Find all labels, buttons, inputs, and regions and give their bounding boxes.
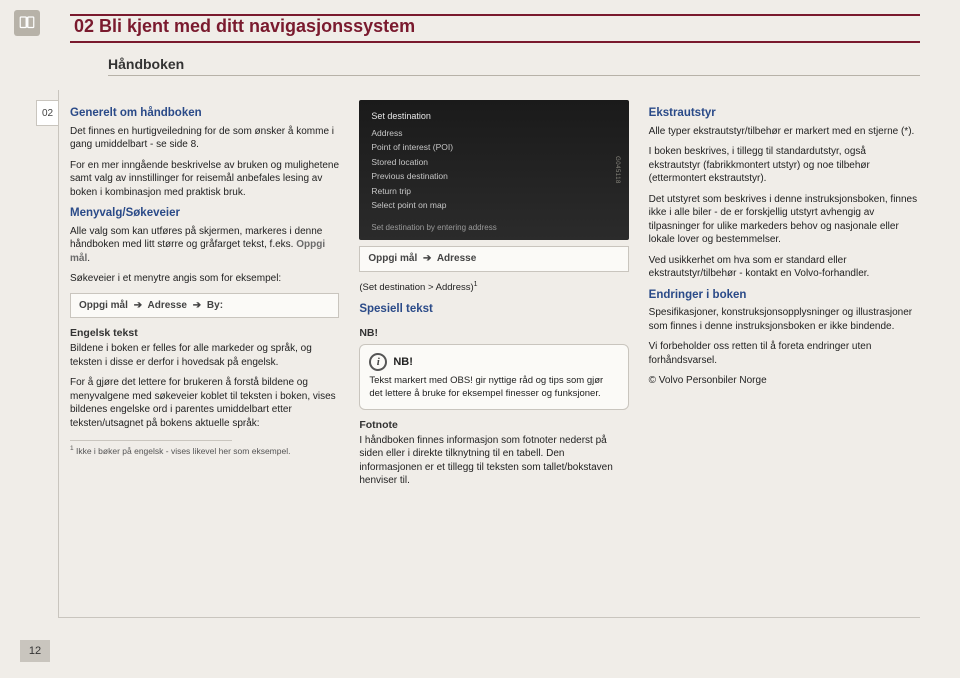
screenshot-row: Return trip: [371, 184, 616, 198]
menu-path-box: Oppgi mål ➔ Adresse: [359, 246, 628, 272]
screenshot-row: Stored location: [371, 155, 616, 169]
heading-generelt: Generelt om håndboken: [70, 106, 339, 122]
section-rule: [108, 75, 920, 76]
screenshot-row: Previous destination: [371, 170, 616, 184]
caption-text: (Set destination > Address): [359, 282, 473, 293]
column-1: Generelt om håndboken Det finnes en hurt…: [70, 100, 339, 600]
arrow-icon: ➔: [423, 253, 431, 264]
arrow-icon: ➔: [193, 300, 201, 311]
column-3: Ekstrautstyr Alle typer ekstrautstyr/til…: [649, 100, 918, 600]
paragraph: For å gjøre det lettere for brukeren å f…: [70, 376, 339, 430]
chapter-tab: 02: [36, 100, 58, 126]
path-seg: Adresse: [437, 253, 476, 264]
device-screenshot: Set destination Address Point of interes…: [359, 100, 628, 240]
note-text: Tekst markert med OBS! gir nyttige råd o…: [369, 375, 618, 401]
screenshot-row: Point of interest (POI): [371, 141, 616, 155]
paragraph: Vi forbeholder oss retten til å foreta e…: [649, 340, 918, 367]
path-seg: Oppgi mål: [368, 253, 417, 264]
footnote-text: Ikke i bøker på engelsk - vises likevel …: [74, 446, 291, 456]
caption-sup: 1: [474, 281, 478, 288]
screenshot-row: Address: [371, 126, 616, 140]
paragraph: Alle valg som kan utføres på skjermen, m…: [70, 225, 339, 266]
chapter-title: 02 Bli kjent med ditt navigasjonssystem: [74, 16, 415, 37]
paragraph: For en mer inngående beskrivelse av bruk…: [70, 159, 339, 200]
heading-endringer: Endringer i boken: [649, 288, 918, 304]
paragraph: I boken beskrives, i tillegg til standar…: [649, 145, 918, 186]
note-box: i NB! Tekst markert med OBS! gir nyttige…: [359, 344, 628, 410]
heading-spesiell: Spesiell tekst: [359, 302, 628, 318]
footnote-rule: [70, 440, 232, 441]
screenshot-row: Select point on map: [371, 198, 616, 212]
screenshot-footer: Set destination by entering address: [371, 223, 496, 234]
caption: (Set destination > Address)1: [359, 280, 628, 295]
text: .: [87, 253, 90, 264]
paragraph: Alle typer ekstrautstyr/tilbehør er mark…: [649, 125, 918, 139]
content-columns: Generelt om håndboken Det finnes en hurt…: [70, 100, 918, 600]
screenshot-id: G045118: [613, 156, 621, 184]
paragraph: Søkeveier i et menytre angis som for eks…: [70, 272, 339, 286]
section-title: Håndboken: [108, 56, 184, 72]
note-label: NB!: [393, 355, 413, 370]
path-seg: Oppgi mål: [79, 300, 128, 311]
paragraph: I håndboken finnes informasjon som fotno…: [359, 434, 628, 488]
note-header: i NB!: [369, 353, 618, 371]
heading-menyvalg: Menyvalg/Søkeveier: [70, 206, 339, 222]
header-rule-bottom: [70, 41, 920, 43]
manual-page: 02 Bli kjent med ditt navigasjonssystem …: [0, 0, 960, 678]
paragraph: Spesifikasjoner, konstruksjonsopplysning…: [649, 306, 918, 333]
path-seg: By:: [207, 300, 223, 311]
column-2: Set destination Address Point of interes…: [359, 100, 628, 600]
path-seg: Adresse: [148, 300, 187, 311]
page-number: 12: [20, 640, 50, 662]
heading-engelsk: Engelsk tekst: [70, 326, 339, 340]
footnote: 1 Ikke i bøker på engelsk - vises likeve…: [70, 445, 339, 457]
menu-path-box: Oppgi mål ➔ Adresse ➔ By:: [70, 293, 339, 319]
paragraph: Det finnes en hurtigveiledning for de so…: [70, 125, 339, 152]
paragraph: Det utstyret som beskrives i denne instr…: [649, 193, 918, 247]
screenshot-title: Set destination: [371, 110, 616, 122]
paragraph: Bildene i boken er felles for alle marke…: [70, 342, 339, 369]
arrow-icon: ➔: [134, 300, 142, 311]
text: Alle valg som kan utføres på skjermen, m…: [70, 226, 322, 251]
heading-fotnote: Fotnote: [359, 418, 628, 432]
paragraph: © Volvo Personbiler Norge: [649, 374, 918, 388]
book-icon: [14, 10, 40, 36]
info-icon: i: [369, 353, 387, 371]
heading-ekstrautstyr: Ekstrautstyr: [649, 106, 918, 122]
heading-nb: NB!: [359, 326, 628, 340]
paragraph: Ved usikkerhet om hva som er standard el…: [649, 254, 918, 281]
